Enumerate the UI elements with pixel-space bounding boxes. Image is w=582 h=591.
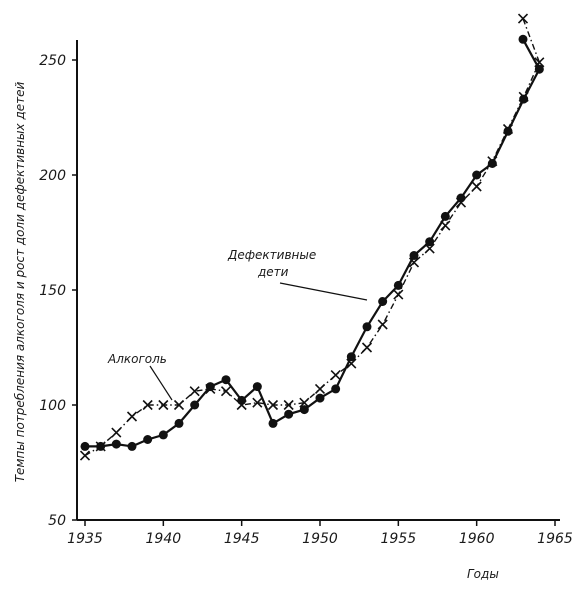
data-point-dot (111, 439, 121, 449)
data-point-dot (378, 297, 388, 306)
y-tick-label: 200 (39, 168, 66, 184)
x-tick-label: 1940 (146, 531, 182, 547)
data-point-cross (330, 370, 341, 381)
data-point-cross (283, 399, 294, 411)
data-point-cross (220, 386, 232, 397)
y-axis-title: Темпы потребления алкоголя и рост доли д… (13, 82, 27, 483)
series-line-end (522, 18, 540, 63)
data-point-cross (518, 91, 529, 102)
data-point-cross (189, 386, 200, 397)
x-tick-label: 1955 (381, 531, 417, 547)
data-point-cross (455, 197, 467, 208)
y-tick-label: 100 (39, 398, 66, 414)
data-point-dot (190, 400, 200, 410)
data-point-cross (424, 243, 435, 254)
x-ticks: 1935 1940 1945 1950 1955 1960 1965 (67, 520, 573, 547)
annotation-defective-children: Дефективные дети (227, 248, 368, 301)
x-tick-label: 1950 (302, 531, 338, 547)
data-point-dot (425, 237, 435, 247)
data-point-dot (158, 430, 168, 440)
annotation-defective-label-line2: дети (257, 265, 289, 279)
data-point-cross (111, 427, 122, 438)
data-point-dot (440, 211, 450, 221)
data-point-cross (377, 319, 388, 330)
data-point-cross (252, 397, 263, 408)
data-point-dot (331, 384, 341, 394)
data-point-dot (268, 418, 278, 428)
data-point-cross (142, 399, 153, 411)
data-point-dot (472, 170, 482, 180)
data-point-cross (314, 383, 326, 394)
data-point-cross (517, 13, 529, 24)
data-point-dot (409, 251, 419, 260)
data-point-dot (299, 405, 309, 415)
x-axis-title: Годы (467, 567, 499, 581)
data-point-cross (487, 156, 498, 167)
data-point-cross (126, 411, 138, 422)
data-point-cross (471, 181, 482, 192)
data-point-cross (267, 399, 279, 411)
data-point-cross (299, 397, 310, 408)
data-point-dot (221, 375, 231, 385)
data-point-cross (346, 358, 357, 369)
y-tick-label: 250 (39, 53, 66, 69)
annotation-alcohol-leader (149, 365, 173, 401)
series-layer (79, 13, 545, 461)
data-point-cross (440, 220, 451, 231)
series-line (84, 62, 540, 457)
data-point-dot (456, 193, 466, 203)
series-line-end (522, 38, 541, 70)
data-point-dot (393, 280, 403, 290)
data-point-dot (174, 418, 184, 428)
data-point-dot (80, 441, 90, 451)
annotation-alcohol: Алкоголь (107, 352, 173, 401)
data-point-cross (408, 257, 420, 268)
x-tick-label: 1960 (459, 531, 495, 547)
y-tick-label: 150 (39, 283, 66, 299)
data-point-cross (361, 342, 373, 353)
x-tick-label: 1945 (224, 531, 260, 547)
y-tick-label: 50 (48, 513, 66, 529)
series-alcohol (79, 57, 545, 461)
data-point-dot (346, 352, 356, 362)
annotation-defective-leader (279, 282, 368, 301)
data-point-cross (236, 399, 247, 411)
annotation-alcohol-label: Алкоголь (107, 352, 167, 366)
annotation-defective-label-line1: Дефективные (227, 248, 316, 262)
data-point-dot (237, 395, 247, 405)
data-point-dot (127, 441, 137, 451)
data-point-dot (503, 126, 513, 136)
data-point-cross (393, 289, 404, 300)
data-point-cross (79, 450, 91, 461)
data-point-dot (284, 409, 294, 419)
axes (76, 40, 560, 521)
data-point-dot (143, 435, 153, 444)
data-point-dot (315, 393, 325, 403)
data-point-cross (158, 399, 169, 411)
data-point-cross (502, 123, 514, 135)
y-ticks: 50 100 150 200 250 (39, 53, 77, 529)
data-point-cross (173, 399, 185, 411)
data-point-dot (252, 382, 262, 392)
data-point-cross (205, 383, 216, 394)
x-tick-label: 1965 (537, 531, 573, 547)
x-tick-label: 1935 (67, 531, 103, 547)
series-defective-children (80, 64, 544, 451)
data-point-dot (362, 322, 372, 332)
data-point-cross (95, 441, 106, 452)
